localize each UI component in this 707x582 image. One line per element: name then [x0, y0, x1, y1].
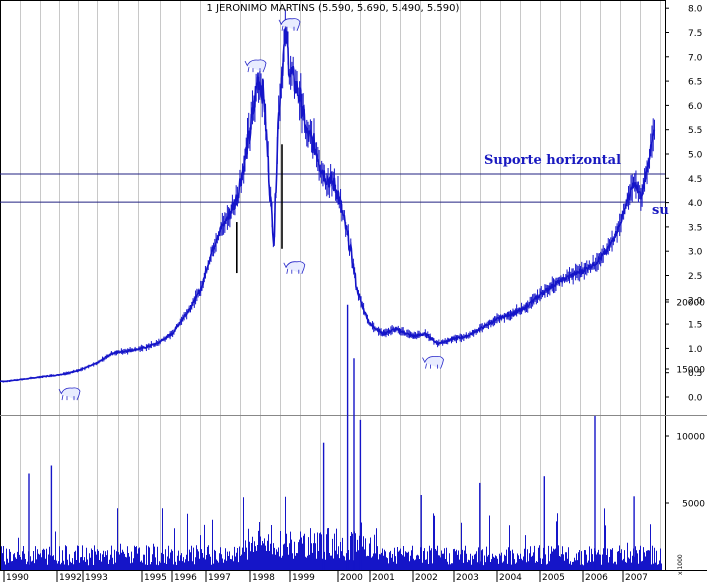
volume-tick-label: 20000 [676, 299, 705, 309]
volume-bars [1, 304, 662, 570]
price-tick-label: 6.5 [688, 78, 702, 88]
bull-icon [278, 18, 301, 31]
date-tick-label: 1997 [208, 573, 231, 582]
volume-tick-label: 15000 [676, 366, 705, 376]
volume-unit-label: x 1000 [677, 554, 684, 575]
price-axis: 0.0 0.5 1.0 1.5 2.0 2.5 3.0 3.5 4.0 4.5 5.0 5.5 6.0 6… [665, 5, 703, 404]
price-tick-label: 5.5 [688, 126, 702, 136]
date-tick-label: 1990 [6, 573, 29, 582]
annotation-su: su [652, 203, 669, 218]
annotation-suporte-horizontal: Suporte horizontal [484, 153, 621, 168]
price-tick-label: 3.0 [688, 248, 703, 258]
signal-icons [58, 18, 444, 401]
volume-tick-label: 10000 [676, 433, 705, 443]
date-tick-label: 2007 [625, 573, 648, 582]
price-line [0, 27, 656, 383]
price-tick-label: 1.0 [688, 345, 703, 355]
price-tick-label: 8.0 [688, 5, 703, 15]
date-tick-label: 2002 [415, 573, 438, 582]
bull-icon [244, 59, 267, 73]
price-tick-label: 4.0 [688, 199, 703, 209]
date-tick-label: 2001 [372, 573, 395, 582]
price-tick-label: 5.0 [688, 151, 703, 161]
price-tick-label: 4.5 [688, 175, 702, 185]
date-tick-label: 1999 [292, 573, 315, 582]
price-tick-label: 2.0 [688, 296, 703, 306]
date-tick-label: 1993 [85, 573, 108, 582]
price-tick-label: 3.5 [688, 223, 702, 233]
date-tick-label: 2006 [585, 573, 608, 582]
bear-icon [58, 387, 81, 401]
price-tick-label: 2.5 [688, 272, 702, 282]
volume-tick-label: 5000 [682, 500, 705, 510]
bear-icon [422, 356, 444, 369]
chart-title: 1 JERONIMO MARTINS (5.590, 5.690, 5.490,… [207, 3, 460, 14]
price-series [0, 9, 656, 383]
date-tick-label: 1996 [174, 573, 197, 582]
date-tick-label: 1995 [144, 573, 167, 582]
volume-axis: 5000 10000 15000 20000 [665, 299, 705, 510]
price-tick-label: 1.5 [688, 321, 702, 331]
price-tick-label: 7.5 [688, 29, 702, 39]
date-tick-label: 2005 [542, 573, 565, 582]
price-tick-label: 7.0 [688, 53, 703, 63]
date-axis: 1990 1992 1993 1995 1996 1997 1998 1999 2000 2001… [3, 570, 648, 582]
date-tick-label: 2004 [499, 573, 522, 582]
vertical-grid [20, 0, 661, 570]
date-tick-label: 1992 [59, 573, 82, 582]
date-tick-label: 2000 [340, 573, 363, 582]
support-lines [0, 173, 665, 203]
price-tick-label: 0.0 [688, 394, 703, 404]
bear-icon [283, 261, 306, 274]
plot-border [0, 0, 666, 571]
date-tick-label: 1998 [252, 573, 275, 582]
price-tick-label: 0.5 [688, 369, 702, 379]
date-tick-label: 2003 [456, 573, 479, 582]
price-tick-label: 6.0 [688, 102, 703, 112]
